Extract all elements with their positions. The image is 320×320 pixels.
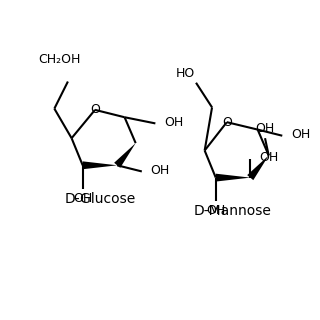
Text: D-Mannose: D-Mannose xyxy=(194,204,272,218)
Text: OH: OH xyxy=(73,192,92,205)
Polygon shape xyxy=(216,174,250,181)
Text: HO: HO xyxy=(175,67,195,80)
Polygon shape xyxy=(114,143,136,168)
Text: CH₂OH: CH₂OH xyxy=(38,53,81,66)
Text: O: O xyxy=(222,116,232,129)
Text: OH: OH xyxy=(164,116,183,129)
Text: O: O xyxy=(90,103,100,116)
Text: OH: OH xyxy=(260,151,279,164)
Text: OH: OH xyxy=(206,204,225,217)
Polygon shape xyxy=(247,156,269,180)
Text: OH: OH xyxy=(291,128,310,141)
Text: OH: OH xyxy=(150,164,170,177)
Polygon shape xyxy=(83,161,117,169)
Text: OH: OH xyxy=(255,122,275,135)
Text: D-Glucose: D-Glucose xyxy=(64,192,136,205)
